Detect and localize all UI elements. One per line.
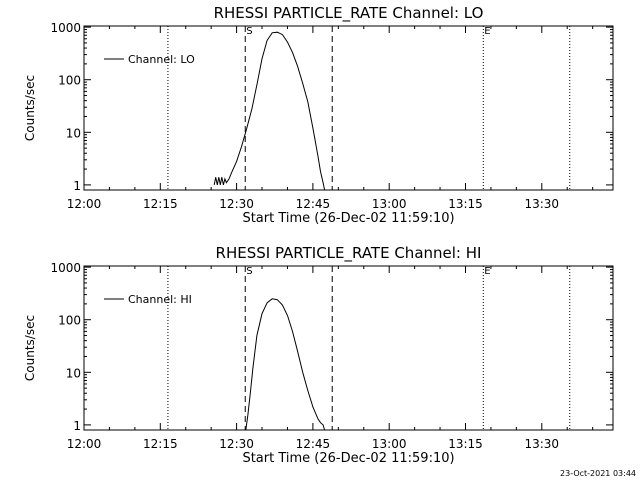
x-tick-label: 13:15 [448, 197, 483, 211]
x-tick-label: 13:00 [372, 437, 407, 451]
footer-timestamp: 23-Oct-2021 03:44 [560, 469, 636, 478]
x-tick-label: 12:45 [296, 437, 331, 451]
marker-label: E [484, 266, 490, 277]
x-tick-label: 13:30 [524, 437, 559, 451]
legend-label: Channel: HI [128, 293, 192, 306]
x-tick-label: 13:30 [524, 197, 559, 211]
x-tick-label: 12:15 [143, 437, 178, 451]
x-tick-label: 12:30 [219, 437, 254, 451]
y-tick-label: 10 [66, 126, 81, 140]
series-line [245, 298, 326, 431]
y-tick-label: 1000 [50, 21, 81, 35]
panel-hi: RHESSI PARTICLE_RATE Channel: HI 1 10 100 10… [23, 244, 614, 466]
plot-frame [83, 25, 614, 191]
x-tick-label: 12:00 [67, 197, 102, 211]
panel-lo: RHESSI PARTICLE_RATE Channel: LO 1 10 100 10… [23, 4, 614, 226]
chart-title: RHESSI PARTICLE_RATE Channel: HI [216, 244, 482, 263]
x-tick-label: 12:30 [219, 197, 254, 211]
x-axis-label: Start Time (26-Dec-02 11:59:10) [242, 211, 454, 226]
y-tick-label: 10 [66, 366, 81, 380]
x-tick-label: 13:15 [448, 437, 483, 451]
chart-title: RHESSI PARTICLE_RATE Channel: LO [214, 4, 484, 23]
marker-label: S [246, 26, 252, 37]
y-axis-label: Counts/sec [23, 315, 37, 381]
x-axis-label: Start Time (26-Dec-02 11:59:10) [242, 451, 454, 466]
y-tick-label: 1000 [50, 261, 81, 275]
y-tick-label: 100 [58, 74, 81, 88]
x-tick-label: 12:15 [143, 197, 178, 211]
x-tick-label: 12:45 [296, 197, 331, 211]
series-line [213, 31, 326, 191]
x-tick-label: 12:00 [67, 437, 102, 451]
x-tick-label: 13:00 [372, 197, 407, 211]
y-axis-label: Counts/sec [23, 75, 37, 141]
legend-label: Channel: LO [128, 53, 195, 66]
y-tick-label: 100 [58, 314, 81, 328]
marker-label: E [484, 26, 490, 37]
y-tick-label: 1 [73, 419, 81, 433]
plot-frame [83, 265, 614, 431]
y-tick-label: 1 [73, 179, 81, 193]
marker-label: S [246, 266, 252, 277]
